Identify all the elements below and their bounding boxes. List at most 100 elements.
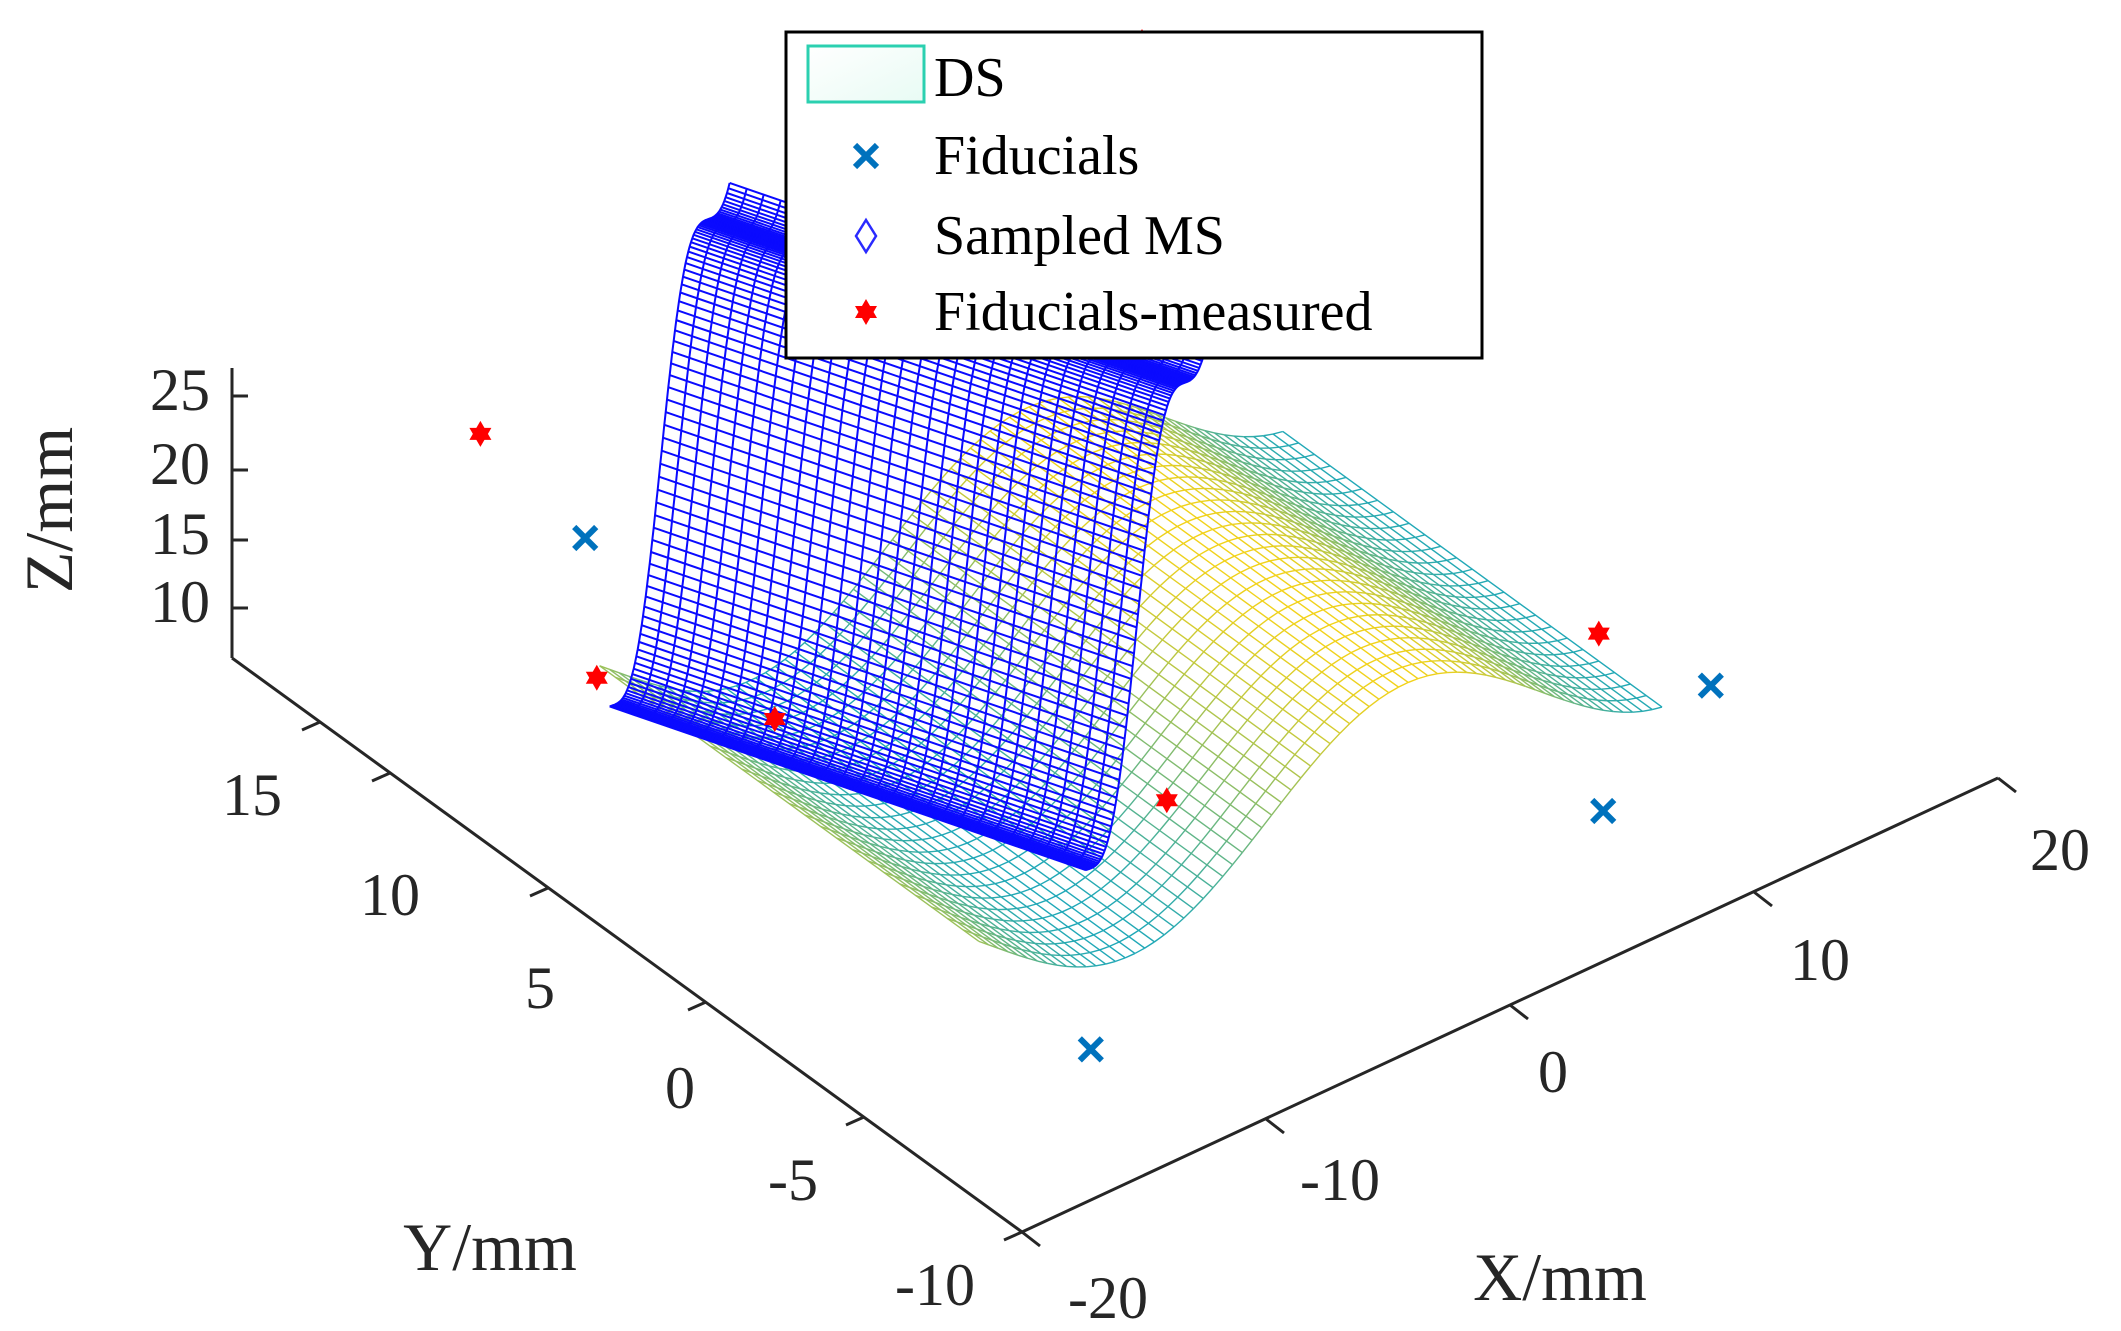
ds-mesh-line <box>1360 527 1371 530</box>
ds-mesh-line <box>957 842 968 848</box>
ds-mesh-line <box>1116 401 1497 678</box>
sampled-ms-mesh-line <box>633 667 1111 834</box>
ds-mesh-line <box>943 680 955 694</box>
ds-mesh-line <box>1288 442 1299 447</box>
z-tick-label: 20 <box>150 431 210 497</box>
ds-mesh-line <box>1025 941 1036 945</box>
sampled-ms-mesh-line <box>674 329 1152 495</box>
ds-mesh-line <box>1147 914 1159 924</box>
ds-mesh-line <box>1089 949 1100 954</box>
ds-mesh-line <box>898 849 909 853</box>
ds-mesh-line <box>1237 719 1248 733</box>
ds-mesh-line <box>982 480 993 492</box>
ds-mesh-line <box>1180 502 1191 508</box>
ds-mesh-line <box>1540 663 1551 667</box>
ds-mesh-line <box>1058 926 1069 931</box>
ds-mesh-line <box>1285 458 1295 461</box>
ds-mesh-line <box>973 853 984 859</box>
ds-mesh-line <box>813 782 824 784</box>
ds-mesh-line <box>900 811 911 816</box>
ds-mesh-line <box>1099 945 1110 951</box>
ds-mesh-line <box>1344 632 1356 638</box>
ds-mesh-line <box>1364 515 1374 518</box>
ds-mesh-line <box>1376 655 1387 661</box>
ds-mesh-line <box>1261 522 1272 525</box>
legend-ds-swatch <box>806 44 926 104</box>
ds-mesh-line <box>995 679 1006 693</box>
y-tick-mark <box>371 771 391 783</box>
ds-mesh-line <box>1297 597 1308 603</box>
ds-mesh-line <box>1265 458 1276 461</box>
ds-mesh-line <box>908 850 919 853</box>
sampled-ms-mesh-line <box>677 309 1155 476</box>
ds-mesh-line <box>920 870 931 875</box>
ds-mesh-line <box>1261 814 1273 829</box>
ds-mesh-line <box>1429 583 1440 587</box>
ds-mesh-line <box>1121 533 1133 544</box>
ds-mesh-line <box>1270 656 1281 667</box>
y-tick-label: 10 <box>360 862 420 928</box>
ds-mesh-line <box>1436 559 1447 563</box>
ds-mesh-line <box>951 609 963 623</box>
ds-mesh-line <box>1223 434 1604 711</box>
sampled-ms-mesh-line <box>658 475 1136 642</box>
ds-mesh-line <box>1049 496 1060 507</box>
ds-mesh-line <box>1141 894 1153 905</box>
ds-mesh-line <box>1172 769 1184 784</box>
sampled-ms-mesh-line <box>617 702 1095 868</box>
x-tick-mark <box>1265 1117 1285 1135</box>
ds-mesh-line <box>1338 617 1349 622</box>
ds-mesh-line <box>1356 591 1367 594</box>
ds-mesh-line <box>1066 965 1077 968</box>
ds-mesh-line <box>1126 403 1507 681</box>
ds-mesh-line <box>1154 697 1166 712</box>
sampled-ms-mesh-line <box>637 648 1115 815</box>
ds-mesh-line <box>1106 899 1118 908</box>
x-tick-label: 0 <box>1538 1039 1568 1105</box>
ds-mesh-line <box>803 780 814 784</box>
ds-mesh-line <box>1620 683 1631 688</box>
y-tick-mark <box>529 886 549 898</box>
ds-mesh-line <box>1272 708 1284 721</box>
sampled-ms-mesh-line <box>622 696 1100 863</box>
legend: DS Fiducials Sampled MS Fiducials-measur… <box>784 30 1484 360</box>
ds-mesh-line <box>1059 865 1070 874</box>
ds-mesh-line <box>1053 605 1065 619</box>
ds-mesh-line <box>966 837 978 844</box>
ds-mesh-line <box>1246 708 1258 721</box>
ds-mesh-line <box>953 860 964 864</box>
ds-mesh-line <box>993 770 1005 781</box>
ds-mesh-line <box>1557 637 1568 642</box>
ds-mesh-line <box>1126 883 1137 893</box>
ds-mesh-line <box>1252 600 1263 608</box>
ds-mesh-line <box>1246 583 1257 590</box>
ds-mesh-line <box>1342 602 1353 606</box>
ds-mesh-line <box>1577 696 1588 700</box>
ds-mesh-line <box>1380 638 1391 642</box>
ds-mesh-line <box>873 836 884 840</box>
ds-mesh-line <box>1632 710 1643 713</box>
ds-mesh-line <box>1368 698 1380 708</box>
ds-mesh-line <box>1266 686 1278 699</box>
ds-mesh-line <box>1254 645 1266 656</box>
ds-mesh-line <box>1024 867 1035 874</box>
ds-mesh-line <box>1161 509 1172 516</box>
ds-mesh-line <box>1258 754 1270 768</box>
ds-mesh-line <box>1302 546 1313 550</box>
ds-mesh-line <box>1382 548 1393 552</box>
ds-mesh-line <box>1531 628 1542 632</box>
ds-mesh-line <box>1255 790 1267 805</box>
ds-mesh-line <box>1271 802 1282 816</box>
ds-mesh-line <box>1135 873 1147 885</box>
ds-mesh-line <box>1233 435 1244 438</box>
ds-mesh-line <box>829 793 840 796</box>
ds-mesh-line <box>1514 650 1525 654</box>
ds-mesh-line <box>1255 512 1266 516</box>
ds-mesh-line <box>1229 499 1240 503</box>
y-axis-line <box>231 656 1023 1234</box>
ds-mesh-line <box>960 457 1341 734</box>
ds-mesh-line <box>1095 431 1106 436</box>
ds-mesh-line <box>1118 562 1129 574</box>
sampled-ms-mesh-line <box>634 661 1112 828</box>
ds-mesh-line <box>955 885 966 888</box>
